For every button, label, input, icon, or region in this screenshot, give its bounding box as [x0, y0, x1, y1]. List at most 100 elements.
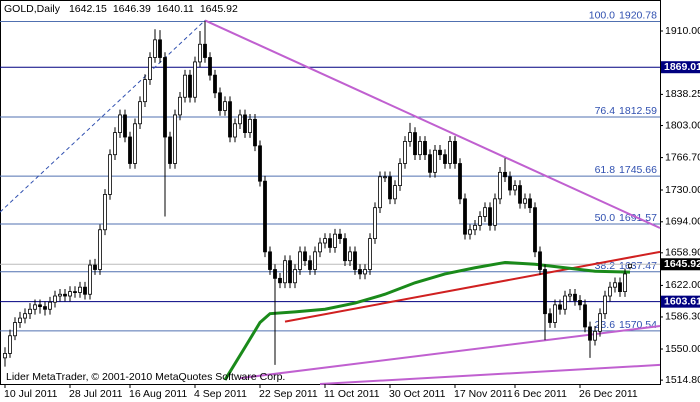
candle-body	[548, 313, 552, 323]
candle-body	[403, 141, 407, 164]
candle-body	[318, 242, 322, 253]
candle-body	[248, 118, 252, 133]
candle-body	[433, 149, 437, 173]
candle-body	[508, 176, 512, 191]
fib-value: 1745.66	[619, 164, 657, 176]
candle-body	[73, 291, 77, 293]
candle-body	[138, 101, 142, 125]
fib-label: 23.6 1570.54	[595, 319, 658, 331]
line-price-label-bg	[661, 61, 700, 74]
candle-body	[78, 286, 82, 293]
symbol: GOLD,Daily	[4, 3, 61, 15]
candle-body	[618, 282, 622, 292]
candle-body	[263, 180, 267, 253]
fib-value: 1920.78	[619, 9, 657, 21]
candle-body	[323, 238, 327, 244]
candle-body	[283, 260, 287, 284]
x-tick-label: 28 Jul 2011	[69, 388, 123, 400]
candle-body	[483, 207, 487, 217]
y-tick-label: 1586.30	[665, 311, 700, 323]
candle-body	[498, 171, 502, 200]
x-tick-label: 11 Oct 2011	[324, 388, 380, 400]
candle-body	[443, 154, 447, 164]
candle-body	[163, 57, 167, 138]
candle-body	[423, 141, 427, 156]
candle-body	[113, 132, 117, 156]
current-price-label: 1645.92	[664, 258, 700, 270]
trend-line	[284, 250, 661, 323]
candle-body	[188, 74, 192, 98]
candle-body	[568, 293, 572, 297]
plot-frame	[0, 0, 661, 385]
y-tick-label: 1910.00	[665, 25, 700, 37]
candle-body	[513, 185, 517, 191]
candle-body	[593, 330, 597, 341]
candle-body	[83, 286, 87, 295]
chart-objects: 100.0 1920.78 76.4 1812.59 61.8 1745.66 50.0 16…	[0, 9, 661, 385]
candle-body	[228, 101, 232, 138]
candle-body	[398, 163, 402, 186]
high: 1646.39	[113, 3, 151, 15]
candle-body	[253, 118, 257, 147]
y-tick-label: 1694.00	[665, 216, 700, 228]
candle-body	[143, 79, 147, 103]
candle-body	[183, 74, 187, 98]
candle-body	[238, 114, 242, 125]
candle-body	[378, 176, 382, 209]
x-tick-label: 4 Sep 2011	[194, 388, 247, 400]
candle-body	[388, 176, 392, 200]
candle-body	[343, 238, 347, 262]
y-tick-label: 1622.00	[665, 279, 700, 291]
candle-body	[173, 114, 177, 164]
candle-body	[43, 306, 47, 310]
candle-body	[108, 154, 112, 195]
candle-body	[133, 123, 137, 164]
x-tick-label: 10 Jul 2011	[4, 388, 58, 400]
candle-body	[233, 123, 237, 138]
fib-label: 100.0 1920.78	[589, 9, 657, 21]
fib-value: 1812.59	[619, 105, 657, 117]
candle-body	[68, 291, 72, 297]
x-tick-label: 6 Dec 2011	[514, 388, 567, 400]
y-tick-label: 1803.00	[665, 119, 700, 131]
candle-body	[463, 198, 467, 235]
y-tick-label: 1658.90	[665, 247, 700, 259]
fib-value: 1637.47	[619, 260, 657, 272]
candle-body	[523, 198, 527, 204]
candle-body	[38, 304, 42, 308]
candle-body	[453, 141, 457, 164]
candle-body	[278, 277, 282, 284]
trend-line	[319, 363, 661, 385]
candle-body	[118, 114, 122, 133]
candle-body	[428, 154, 432, 173]
candle-body	[608, 286, 612, 297]
candle-body	[558, 304, 562, 310]
candle-body	[243, 114, 247, 133]
candle-body	[353, 251, 357, 270]
x-tick-label: 22 Sep 2011	[259, 388, 318, 400]
candle-body	[393, 185, 397, 200]
current-price-label-bg	[661, 258, 700, 271]
y-tick-label: 1730.00	[665, 184, 700, 196]
candle-body	[413, 132, 417, 156]
candle-body	[178, 96, 182, 116]
candle-body	[553, 304, 557, 323]
open: 1642.15	[69, 3, 107, 15]
candle-body	[478, 216, 482, 226]
y-tick-label: 1766.70	[665, 151, 700, 163]
candle-body	[518, 185, 522, 204]
fib-level: 100.0	[589, 9, 615, 21]
candle-body	[578, 300, 582, 306]
low: 1640.11	[157, 3, 194, 15]
candle-body	[503, 171, 507, 178]
candle-body	[18, 317, 22, 323]
fib-label: 61.8 1745.66	[595, 164, 658, 176]
candle-body	[258, 145, 262, 182]
candle-body	[338, 233, 342, 239]
candle-body	[158, 39, 162, 58]
footer: Lider MetaTrader, © 2001-2010 MetaQuotes…	[6, 371, 285, 383]
x-tick-label: 30 Oct 2011	[389, 388, 446, 400]
candle-body	[123, 114, 127, 138]
candle-body	[293, 269, 297, 284]
